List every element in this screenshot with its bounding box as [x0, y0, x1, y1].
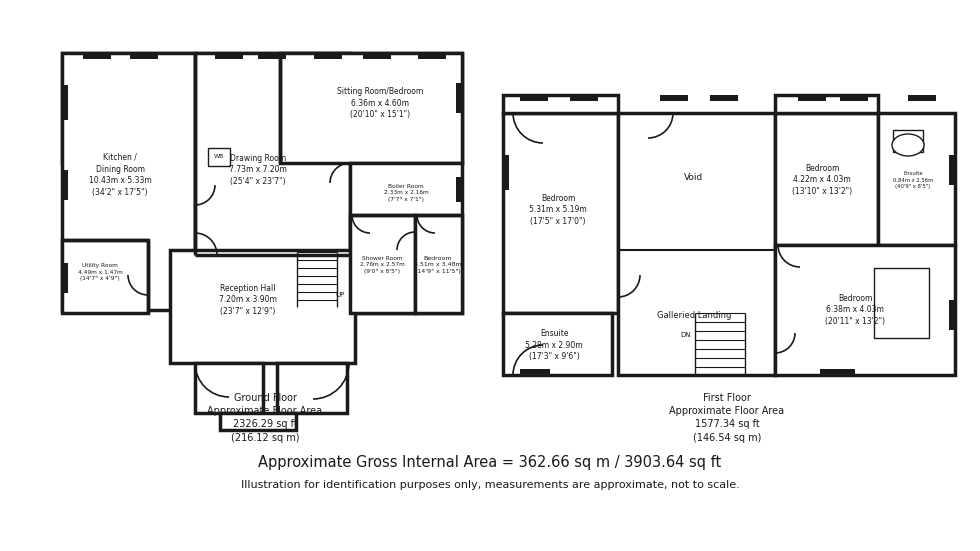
Bar — [503, 313, 612, 375]
Bar — [62, 240, 148, 313]
Bar — [520, 369, 550, 375]
Bar — [62, 170, 68, 200]
Bar — [775, 95, 878, 113]
Ellipse shape — [892, 134, 924, 156]
Bar — [798, 95, 826, 101]
Bar — [363, 53, 391, 59]
Bar — [83, 53, 111, 59]
Bar — [456, 83, 462, 113]
Bar — [350, 163, 462, 313]
Bar — [280, 53, 462, 163]
Text: Bedroom
4.22m x 4.03m
(13'10" x 13'2"): Bedroom 4.22m x 4.03m (13'10" x 13'2") — [792, 164, 852, 196]
Text: Void: Void — [684, 174, 704, 182]
Text: Sitting Room/Bedroom
6.36m x 4.60m
(20'10" x 15'1"): Sitting Room/Bedroom 6.36m x 4.60m (20'1… — [337, 87, 423, 120]
Bar — [195, 363, 263, 413]
Bar — [908, 95, 936, 101]
Bar — [415, 215, 462, 313]
Bar — [949, 300, 955, 330]
Bar — [195, 53, 350, 255]
Bar — [893, 130, 923, 152]
Bar — [503, 113, 618, 313]
Bar — [570, 95, 598, 101]
Bar — [456, 177, 462, 202]
Bar — [62, 53, 195, 310]
Bar — [503, 95, 618, 113]
Text: Drawing Room
7.73m x 7.20m
(25'4" x 23'7"): Drawing Room 7.73m x 7.20m (25'4" x 23'7… — [229, 154, 287, 186]
Text: Ensuite
5.28m x 2.90m
(17'3" x 9'6"): Ensuite 5.28m x 2.90m (17'3" x 9'6") — [525, 329, 583, 361]
Text: Shower Room
2.76m x 2.57m
(9'0" x 8'5"): Shower Room 2.76m x 2.57m (9'0" x 8'5") — [360, 256, 405, 274]
Bar — [62, 263, 68, 293]
Bar — [878, 113, 955, 245]
Bar — [208, 148, 230, 166]
Bar — [62, 53, 462, 163]
Text: UP: UP — [335, 292, 345, 298]
Bar — [710, 95, 738, 101]
Bar — [418, 53, 446, 59]
Bar — [775, 113, 878, 245]
Bar — [618, 113, 775, 375]
Text: Boiler Room
2.33m x 2.16m
(7'7" x 7'1"): Boiler Room 2.33m x 2.16m (7'7" x 7'1") — [383, 184, 428, 202]
Text: Ensuite
0.84m x 2.56m
(40'9" x 8'5"): Ensuite 0.84m x 2.56m (40'9" x 8'5") — [893, 171, 933, 189]
Bar — [277, 363, 347, 413]
Bar — [130, 53, 158, 59]
Text: Galleried Landing: Galleried Landing — [657, 311, 731, 320]
Bar — [314, 53, 342, 59]
Text: Ground Floor
Approximate Floor Area
2326.29 sq ft
(216.12 sq m): Ground Floor Approximate Floor Area 2326… — [208, 393, 322, 442]
Bar — [520, 95, 548, 101]
Text: Bedroom
6.38m x 4.03m
(20'11" x 13'2"): Bedroom 6.38m x 4.03m (20'11" x 13'2") — [825, 294, 885, 326]
Text: Utility Room
4.49m x 1.47m
(14'7" x 4'9"): Utility Room 4.49m x 1.47m (14'7" x 4'9"… — [77, 263, 122, 281]
Bar — [840, 95, 868, 101]
Text: First Floor
Approximate Floor Area
1577.34 sq ft
(146.54 sq m): First Floor Approximate Floor Area 1577.… — [669, 393, 785, 442]
Bar — [220, 413, 296, 430]
Bar — [949, 155, 955, 185]
Bar — [350, 215, 415, 313]
Bar — [215, 53, 243, 59]
Text: Approximate Gross Internal Area = 362.66 sq m / 3903.64 sq ft: Approximate Gross Internal Area = 362.66… — [259, 455, 721, 469]
Text: WB: WB — [214, 154, 224, 159]
Bar — [258, 53, 286, 59]
Text: DN: DN — [681, 332, 691, 338]
Bar — [820, 369, 855, 375]
Bar — [503, 155, 509, 190]
Bar — [660, 95, 688, 101]
Bar — [170, 250, 355, 363]
Text: Bedroom
4.51m x 3.48m
(14'9" x 11'5"): Bedroom 4.51m x 3.48m (14'9" x 11'5") — [415, 256, 462, 274]
Text: Bedroom
5.31m x 5.19m
(17'5" x 17'0"): Bedroom 5.31m x 5.19m (17'5" x 17'0") — [529, 194, 587, 226]
Text: Kitchen /
Dining Room
10.43m x 5.33m
(34'2" x 17'5"): Kitchen / Dining Room 10.43m x 5.33m (34… — [88, 153, 151, 197]
Bar — [775, 245, 955, 375]
Text: Reception Hall
7.20m x 3.90m
(23'7" x 12'9"): Reception Hall 7.20m x 3.90m (23'7" x 12… — [220, 284, 277, 316]
Bar — [62, 85, 68, 120]
Bar — [874, 268, 929, 338]
Text: Illustration for identification purposes only, measurements are approximate, not: Illustration for identification purposes… — [241, 480, 739, 490]
